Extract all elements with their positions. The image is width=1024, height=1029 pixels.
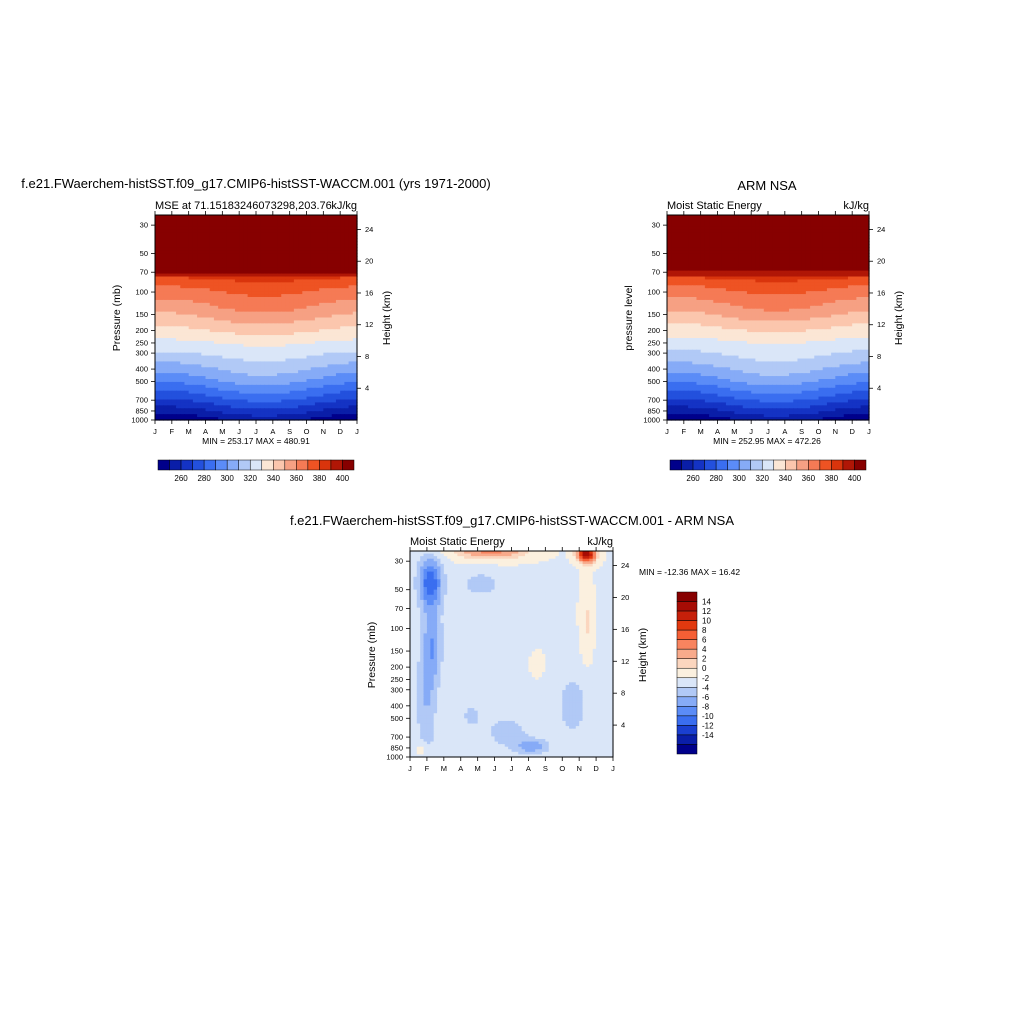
obs-left-label: Moist Static Energy bbox=[667, 200, 762, 212]
pressure-label: 300 bbox=[135, 349, 148, 358]
model-colorbar: 260 280 300 320 340 360 380 400 bbox=[158, 460, 354, 483]
pressure-label: 250 bbox=[135, 338, 148, 347]
pressure-label: 700 bbox=[135, 396, 148, 405]
colorbar-box bbox=[319, 460, 331, 470]
month-label: M bbox=[186, 427, 192, 436]
colorbar-box bbox=[170, 460, 182, 470]
colorbar-box bbox=[181, 460, 193, 470]
model-ylabel2: Height (km) bbox=[381, 291, 393, 345]
colorbar-box bbox=[262, 460, 274, 470]
month-label: J bbox=[254, 427, 258, 436]
pressure-label: 1000 bbox=[131, 416, 148, 425]
colorbar-label: 280 bbox=[197, 474, 211, 483]
colorbar-box bbox=[331, 460, 343, 470]
colorbar-box bbox=[216, 460, 228, 470]
colorbar-label: 360 bbox=[290, 474, 304, 483]
height-label: 12 bbox=[365, 320, 373, 329]
colorbar-box bbox=[296, 460, 308, 470]
model-ylabel: Pressure (mb) bbox=[111, 285, 123, 352]
height-label: 8 bbox=[365, 352, 369, 361]
height-label: 4 bbox=[365, 384, 369, 393]
obs-title: ARM NSA bbox=[737, 178, 797, 193]
colorbar-label: 260 bbox=[174, 474, 188, 483]
model-title: f.e21.FWaerchem-histSST.f09_g17.CMIP6-hi… bbox=[21, 176, 490, 191]
month-label: O bbox=[304, 427, 310, 436]
colorbar-label: 400 bbox=[336, 474, 350, 483]
colorbar-box bbox=[308, 460, 320, 470]
colorbar-box bbox=[342, 460, 354, 470]
colorbar-box bbox=[158, 460, 170, 470]
pressure-label: 400 bbox=[135, 365, 148, 374]
pressure-label: 50 bbox=[140, 249, 148, 258]
colorbar-label: 320 bbox=[244, 474, 258, 483]
colorbar-label: 300 bbox=[220, 474, 234, 483]
month-label: S bbox=[287, 427, 292, 436]
month-label: A bbox=[203, 427, 208, 436]
month-label: D bbox=[337, 427, 343, 436]
month-label: M bbox=[219, 427, 225, 436]
model-stats: MIN = 253.17 MAX = 480.91 bbox=[202, 436, 310, 446]
month-label: N bbox=[321, 427, 326, 436]
pressure-label: 70 bbox=[140, 268, 148, 277]
colorbar-box bbox=[227, 460, 239, 470]
obs-right-label: kJ/kg bbox=[843, 200, 869, 212]
diff-title: f.e21.FWaerchem-histSST.f09_g17.CMIP6-hi… bbox=[290, 513, 734, 528]
colorbar-box bbox=[273, 460, 285, 470]
pressure-label: 30 bbox=[140, 221, 148, 230]
pressure-label: 500 bbox=[135, 377, 148, 386]
model-right-label: kJ/kg bbox=[331, 200, 357, 212]
month-label: J bbox=[355, 427, 359, 436]
height-label: 24 bbox=[365, 225, 373, 234]
colorbar-label: 380 bbox=[313, 474, 327, 483]
height-label: 20 bbox=[365, 257, 373, 266]
model-left-label: MSE at 71.15183246073298,203.76 bbox=[155, 200, 332, 212]
pressure-label: 850 bbox=[135, 406, 148, 415]
pressure-label: 100 bbox=[135, 288, 148, 297]
model-plot-area: J F M A M J J A S O N D J 30 50 70 100 150 200 250 300 400 500… bbox=[131, 211, 373, 436]
pressure-label: 150 bbox=[135, 310, 148, 319]
colorbar-box bbox=[239, 460, 251, 470]
month-label: A bbox=[270, 427, 275, 436]
colorbar-box bbox=[285, 460, 297, 470]
month-label: J bbox=[153, 427, 157, 436]
pressure-label: 200 bbox=[135, 326, 148, 335]
colorbar-box bbox=[204, 460, 216, 470]
colorbar-box bbox=[193, 460, 205, 470]
height-label: 16 bbox=[365, 288, 373, 297]
colorbar-box bbox=[250, 460, 262, 470]
model-panel: MSE at 71.15183246073298,203.76 kJ/kg J F… bbox=[111, 200, 393, 483]
month-label: J bbox=[237, 427, 241, 436]
colorbar-label: 340 bbox=[267, 474, 281, 483]
month-label: F bbox=[170, 427, 175, 436]
